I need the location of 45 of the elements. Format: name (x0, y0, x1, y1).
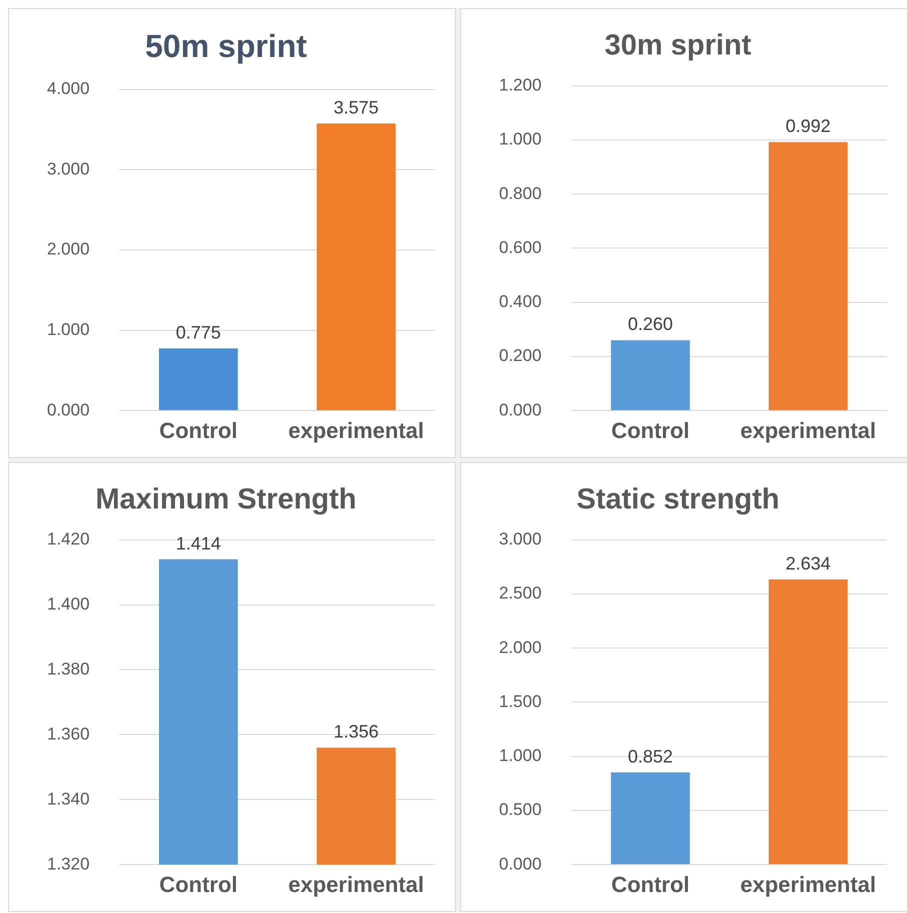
x-tick-label: Control (159, 418, 238, 443)
y-tick-label: 0.400 (498, 292, 542, 312)
y-tick-label: 0.500 (498, 800, 542, 820)
y-tick-label: 1.320 (46, 854, 90, 874)
data-label: 0.992 (786, 116, 831, 136)
y-tick-label: 0.000 (498, 400, 542, 420)
y-tick-label: 4.000 (46, 79, 90, 98)
y-tick-label: 0.800 (498, 184, 542, 203)
y-tick-label: 1.400 (46, 594, 90, 614)
y-tick-label: 1.380 (46, 659, 90, 678)
data-label: 2.634 (786, 553, 831, 574)
y-tick-label: 1.360 (46, 724, 90, 744)
chart-title: Maximum Strength (95, 483, 357, 516)
chart-title: 30m sprint (604, 29, 752, 62)
y-tick-label: 1.000 (498, 130, 542, 149)
y-tick-label: 2.500 (498, 584, 542, 603)
y-tick-label: 0.000 (498, 854, 542, 874)
y-tick-label: 1.000 (498, 746, 542, 766)
y-tick-label: 1.000 (46, 320, 90, 339)
y-tick-label: 0.200 (498, 346, 542, 366)
x-tick-label: experimental (740, 418, 876, 443)
y-tick-label: 0.600 (498, 238, 542, 257)
y-tick-label: 3.000 (46, 159, 90, 178)
chart-title: Static strength (576, 483, 780, 516)
x-tick-label: experimental (288, 872, 424, 897)
y-tick-label: 1.420 (46, 529, 90, 548)
data-label: 0.775 (176, 322, 221, 342)
data-label: 3.575 (334, 97, 379, 118)
data-label: 0.852 (628, 746, 673, 766)
data-label: 1.414 (176, 533, 221, 554)
x-tick-label: experimental (740, 872, 876, 897)
x-tick-label: Control (611, 872, 690, 897)
y-tick-label: 1.500 (498, 692, 542, 711)
y-tick-label: 1.340 (46, 789, 90, 808)
y-tick-label: 1.200 (498, 75, 542, 94)
y-tick-label: 2.000 (498, 638, 542, 657)
chart-title: 50m sprint (145, 28, 308, 64)
x-tick-label: Control (611, 418, 690, 443)
y-tick-label: 0.000 (46, 400, 90, 420)
x-tick-label: experimental (288, 418, 424, 443)
x-tick-label: Control (159, 872, 238, 897)
y-tick-label: 2.000 (46, 240, 90, 259)
y-tick-label: 3.000 (498, 529, 542, 548)
data-label: 0.260 (628, 314, 673, 334)
data-label: 1.356 (334, 722, 379, 742)
